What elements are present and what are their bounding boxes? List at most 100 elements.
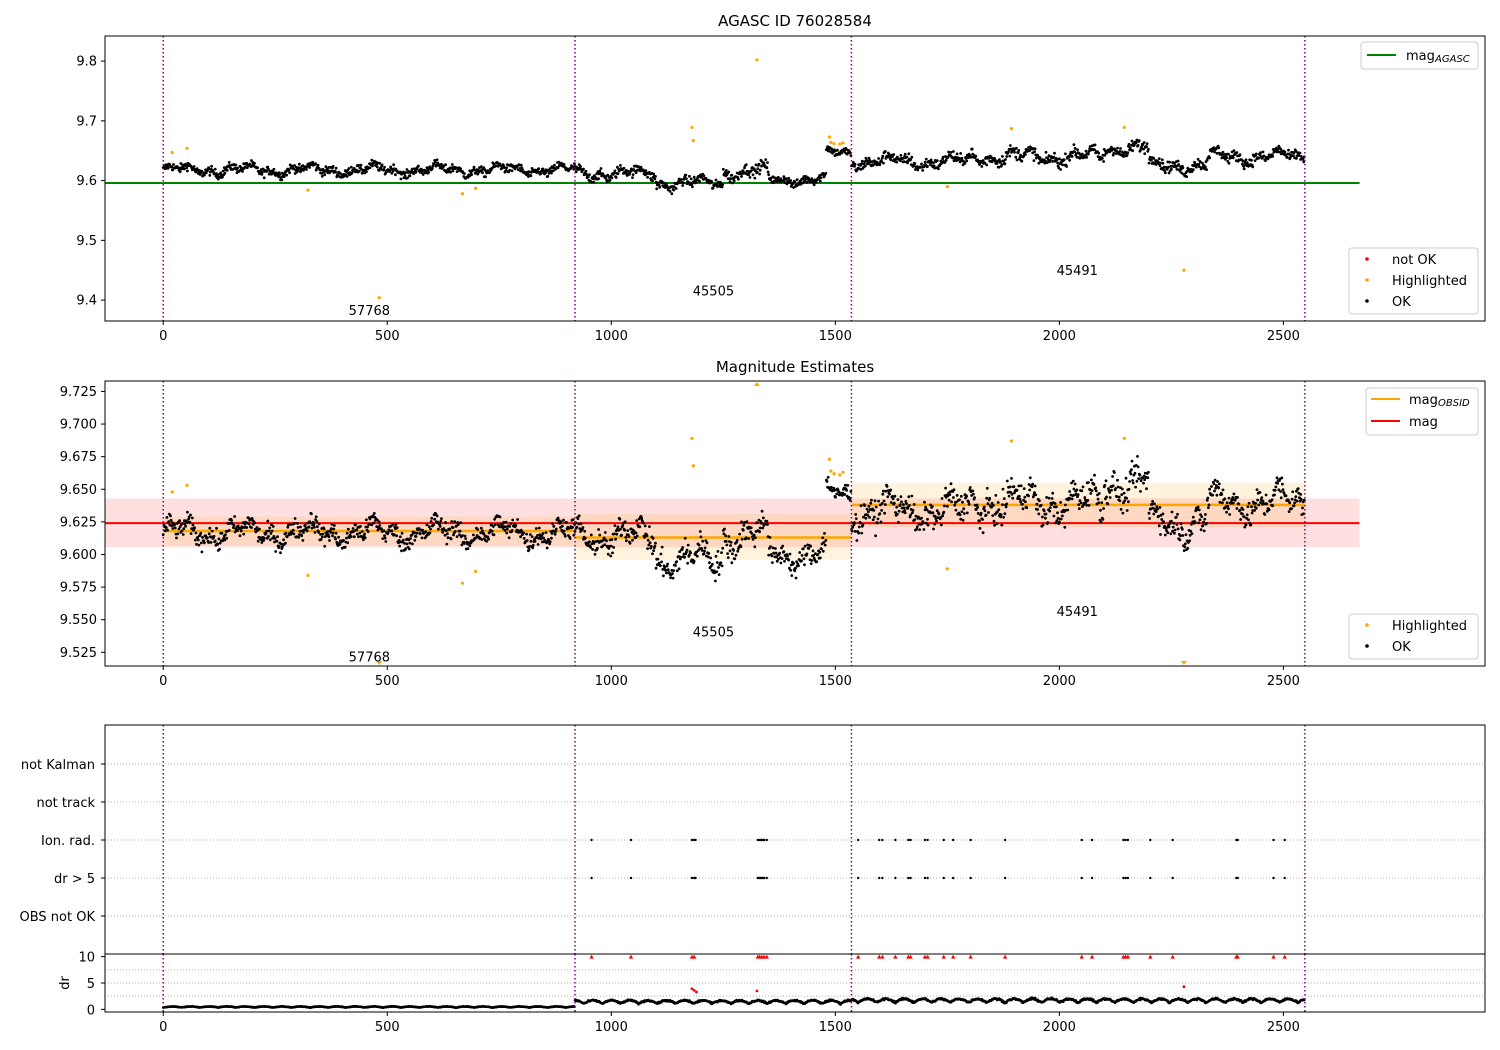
ok-point [706,555,710,559]
ok-point [245,526,249,529]
ok-point [549,169,553,173]
ok-point [314,162,317,166]
ok-point [400,531,404,535]
ok-point [1136,465,1140,469]
ok-point [981,159,985,162]
ok-point [864,156,868,160]
flag-row-label: not track [36,796,95,811]
ok-point [217,537,221,541]
ok-point [170,165,174,169]
ok-point [1168,160,1171,164]
ok-point [891,155,894,159]
ok-point [330,523,334,526]
ok-point [315,520,319,523]
ok-point [184,524,188,528]
ok-point [1208,156,1211,160]
ok-point [1173,162,1176,165]
ok-point [731,552,734,556]
ok-point [1024,500,1027,504]
ok-point [941,514,944,518]
ok-point [420,536,424,540]
ok-point [705,541,709,545]
ok-point [868,516,871,519]
ok-point [728,549,732,553]
ok-point [853,521,856,525]
ok-point [588,540,591,544]
ok-point [311,160,314,164]
ok-point [243,165,247,169]
estimates-ytick-label: 9.600 [60,548,97,563]
ok-point [1207,503,1211,507]
ok-point [529,539,533,543]
ok-point [392,533,396,536]
legend-label: mag [1409,415,1438,430]
ok-point [407,547,411,551]
ok-point [411,542,414,546]
ok-point [646,538,650,542]
ok-point [895,512,899,516]
ok-point [236,524,240,528]
ok-point [880,509,883,512]
ok-point [1117,495,1121,499]
ok-point [742,524,746,527]
ok-point [212,534,216,538]
ion-rad-flag-point [1122,838,1125,842]
ok-point [648,541,652,545]
ok-point [266,165,270,169]
ok-point [985,496,989,500]
ok-point [297,535,301,539]
ok-point [1285,156,1289,159]
ok-point [213,167,217,171]
ok-point [1134,141,1138,145]
ok-point [464,537,467,540]
ok-point [698,180,702,184]
ok-point [844,147,848,150]
ok-point [307,525,311,529]
ok-point [542,536,545,540]
ok-point [313,531,317,534]
ok-point [1191,168,1195,172]
ok-point [1203,517,1207,521]
ok-point [921,521,925,524]
ok-point [268,538,272,542]
ok-point [761,516,765,520]
ok-point [1002,159,1005,163]
ok-point [375,165,379,169]
ok-point [1221,150,1225,154]
ok-point [186,510,189,514]
ok-point [983,161,987,165]
ok-point [183,167,186,171]
ok-point [287,168,291,172]
ok-point [897,520,900,524]
ok-point [241,170,244,173]
ok-point [1158,506,1162,509]
ok-point [1301,506,1304,510]
ok-point [660,560,663,564]
ok-point [663,565,666,569]
ok-point [329,531,333,534]
dr-gt-5-flag-point [881,876,884,880]
ok-point [550,171,553,175]
ok-point [331,165,335,168]
ok-point [721,546,725,550]
ok-point [953,503,957,507]
ok-point [427,525,431,529]
ok-point [771,561,774,564]
ok-point [262,176,266,180]
ok-point [777,176,780,179]
ok-point [1020,159,1024,163]
ok-point [888,492,891,496]
ok-point [403,174,407,178]
ion-rad-flag-point [1124,838,1127,842]
ok-point [481,171,484,175]
ok-point [599,172,602,175]
highlighted-point [1009,439,1014,443]
ok-point [1087,152,1090,156]
ok-point [262,536,266,540]
ok-point [877,157,880,160]
dr-gt-5-flag-point [1003,876,1007,880]
highlighted-point [170,490,174,494]
ok-point [924,157,928,161]
ok-point [324,165,328,169]
